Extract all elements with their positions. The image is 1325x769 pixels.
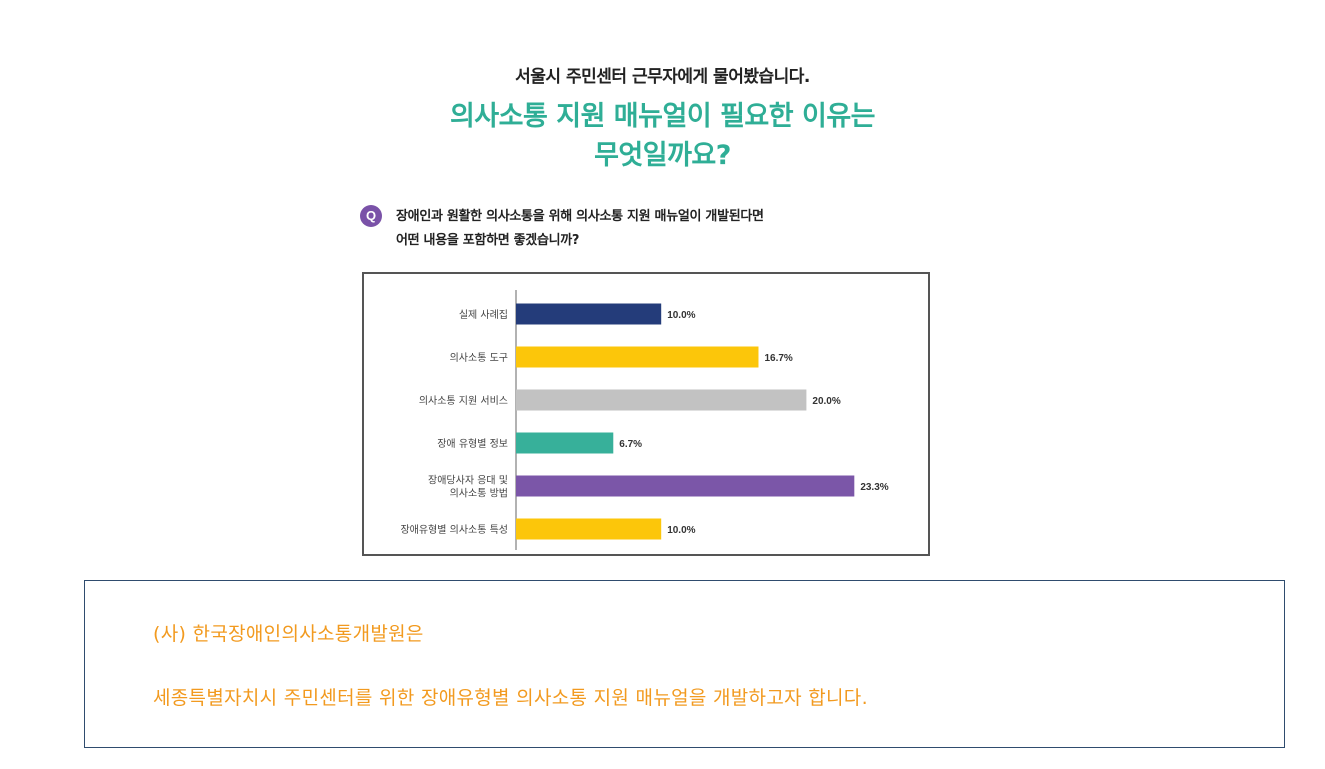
bar-6	[516, 518, 662, 540]
category-label-4: 장애 유형별 정보	[437, 438, 508, 450]
question-text: 장애인과 원활한 의사소통을 위해 의사소통 지원 매뉴얼이 개발된다면 어떤 …	[396, 205, 956, 253]
page-title-line-2: 무엇일까요?	[594, 140, 731, 171]
value-label-2: 16.7%	[764, 353, 792, 364]
info-line-2: 세종특별자치시 주민센터를 위한 장애유형별 의사소통 지원 매뉴얼을 개발하고…	[153, 687, 868, 709]
survey-subtitle: 서울시 주민센터 근무자에게 물어봤습니다.	[515, 67, 810, 87]
question-badge-icon: Q	[360, 205, 382, 227]
bar-3	[516, 389, 807, 411]
info-line-1: (사) 한국장애인의사소통개발원은	[153, 623, 424, 645]
value-label-3: 20.0%	[812, 396, 840, 407]
category-label-3: 의사소통 지원 서비스	[419, 395, 508, 407]
category-label-5-line-2: 의사소통 방법	[450, 488, 508, 500]
page-title: 의사소통 지원 매뉴얼이 필요한 이유는 무엇일까요?	[0, 97, 1325, 175]
bar-5	[516, 475, 855, 497]
bar-chart: 10.0% 실제 사례집 16.7% 의사소통 도구 20.0% 의사소통 지원 서비스 6…	[362, 272, 930, 556]
value-label-1: 10.0%	[667, 310, 695, 321]
category-label-6: 장애유형별 의사소통 특성	[400, 524, 508, 536]
info-box: (사) 한국장애인의사소통개발원은 세종특별자치시 주민센터를 위한 장애유형별…	[84, 580, 1285, 748]
category-label-5-line-1: 장애당사자 응대 및	[428, 475, 508, 487]
value-label-6: 10.0%	[667, 525, 695, 536]
question-text-line-2: 어떤 내용을 포함하면 좋겠습니까?	[396, 233, 580, 248]
question-text-line-1: 장애인과 원활한 의사소통을 위해 의사소통 지원 매뉴얼이 개발된다면	[396, 209, 764, 224]
bar-2	[516, 346, 759, 368]
value-label-4: 6.7%	[619, 439, 642, 450]
category-label-2: 의사소통 도구	[450, 352, 508, 364]
bar-4	[516, 432, 614, 454]
bar-1	[516, 303, 662, 325]
value-label-5: 23.3%	[860, 482, 888, 493]
category-label-1: 실제 사례집	[459, 309, 508, 321]
page-title-line-1: 의사소통 지원 매뉴얼이 필요한 이유는	[449, 101, 876, 132]
bar-chart-svg: 10.0% 실제 사례집 16.7% 의사소통 도구 20.0% 의사소통 지원 서비스 6…	[400, 290, 889, 550]
